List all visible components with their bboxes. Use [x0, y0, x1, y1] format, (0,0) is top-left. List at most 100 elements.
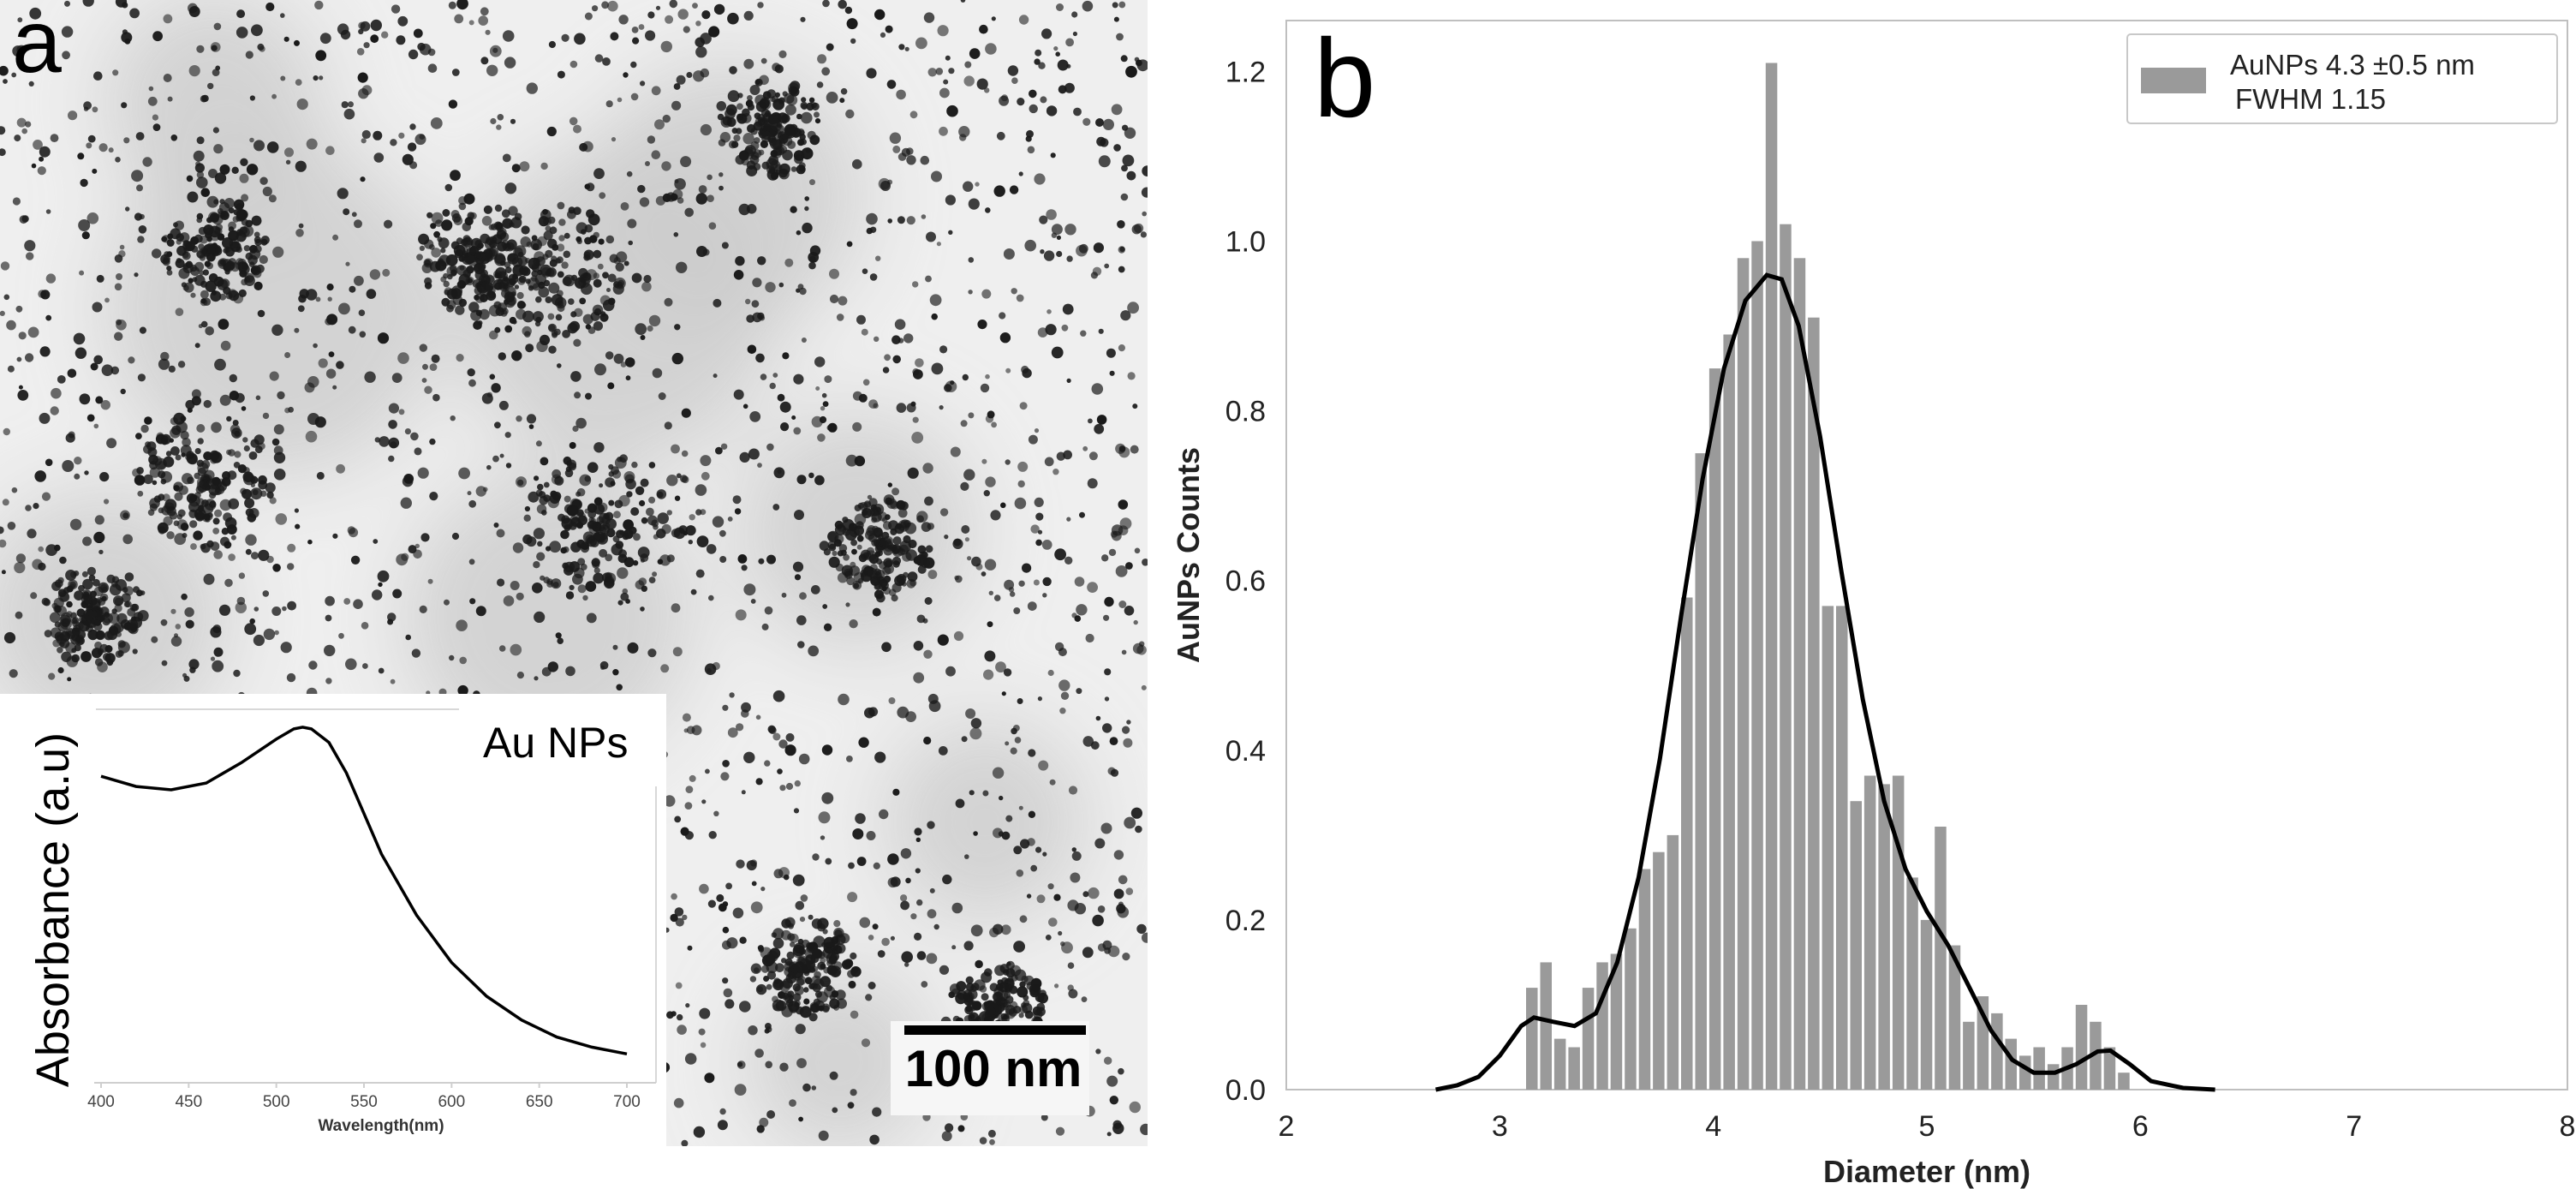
tem-particle [593, 308, 602, 316]
tem-particle [592, 5, 599, 12]
tem-particle [266, 141, 279, 153]
tem-particle [664, 421, 672, 430]
tem-particle [1102, 118, 1114, 130]
tem-particle [1134, 547, 1141, 554]
inset-x-tick-label: 600 [438, 1093, 465, 1111]
tem-particle [817, 433, 826, 442]
tem-particle [68, 111, 78, 121]
tem-particle [961, 525, 970, 534]
tem-particle [680, 156, 692, 168]
tem-particle [510, 581, 520, 590]
histogram-bar [2075, 1005, 2088, 1090]
tem-particle [200, 298, 206, 304]
tem-particle [1066, 378, 1071, 383]
tem-particle [962, 373, 969, 381]
tem-particle [666, 554, 675, 563]
tem-particle [1039, 215, 1048, 224]
tem-particle [639, 197, 650, 207]
tem-particle [1005, 995, 1014, 1004]
tem-particle [1034, 428, 1040, 433]
tem-particle [166, 251, 173, 258]
tem-particle [28, 81, 34, 87]
tem-particle [1031, 983, 1041, 993]
tem-particle [419, 605, 427, 614]
histogram-bar [1596, 962, 1608, 1090]
tem-particle [852, 391, 862, 401]
tem-particle [549, 541, 561, 553]
tem-particle [775, 164, 783, 172]
tem-particle [165, 451, 172, 457]
tem-particle [980, 383, 990, 393]
tem-particle [149, 467, 161, 478]
tem-particle [65, 433, 75, 443]
tem-particle [886, 80, 897, 89]
tem-particle [388, 455, 395, 463]
tem-particle [856, 535, 864, 542]
tem-particle [1018, 15, 1029, 25]
tem-particle [244, 623, 257, 636]
x-tick-label: 7 [2346, 1110, 2362, 1143]
tem-particle [381, 31, 389, 39]
tem-particle [773, 467, 785, 479]
tem-particle [253, 140, 265, 152]
tem-particle [507, 253, 516, 262]
histogram-bar [1793, 258, 1806, 1090]
tem-particle [988, 590, 994, 595]
tem-particle [626, 491, 633, 498]
tem-particle [369, 269, 381, 280]
tem-particle [360, 176, 366, 182]
tem-particle [648, 496, 656, 504]
inset-x-tick-label: 500 [263, 1093, 290, 1111]
tem-particle [497, 114, 504, 121]
tem-particle [839, 933, 850, 944]
tem-particle [808, 914, 814, 920]
tem-particle [950, 446, 961, 457]
tem-particle [1034, 497, 1044, 508]
tem-particle [609, 254, 618, 263]
tem-particle [411, 648, 421, 658]
tem-particle [437, 236, 443, 242]
tem-particle [647, 135, 656, 144]
tem-particle [984, 650, 996, 662]
tem-particle [1048, 917, 1058, 927]
tem-particle [808, 261, 816, 270]
tem-particle [400, 497, 412, 509]
tem-particle [838, 693, 850, 706]
tem-particle [1113, 16, 1119, 22]
tem-particle [230, 535, 236, 541]
tem-particle [764, 760, 771, 767]
tem-particle [664, 297, 673, 307]
tem-particle [366, 289, 377, 299]
tem-particle [182, 672, 188, 678]
tem-particle [113, 595, 124, 606]
tem-particle [257, 43, 265, 51]
tem-particle [1071, 851, 1082, 861]
tem-particle [75, 634, 85, 643]
tem-particle [982, 790, 989, 797]
tem-particle [1034, 58, 1041, 65]
tem-particle [1028, 434, 1038, 445]
tem-particle [174, 492, 183, 501]
tem-particle [531, 270, 539, 278]
tem-particle [955, 798, 965, 809]
tem-particle [229, 373, 237, 383]
histogram-bar [1540, 962, 1552, 1090]
tem-particle [963, 469, 975, 481]
tem-particle [1003, 248, 1015, 260]
tem-particle [1140, 231, 1147, 238]
tem-particle [540, 575, 546, 581]
tem-particle [754, 1049, 764, 1058]
tem-particle [948, 68, 955, 75]
tem-particle [772, 999, 784, 1012]
x-tick-label: 5 [1919, 1110, 1935, 1143]
tem-particle [772, 128, 782, 139]
tem-particle [554, 475, 564, 486]
tem-particle [594, 363, 606, 376]
tem-particle [521, 225, 530, 235]
tem-particle [16, 117, 27, 128]
tem-particle [869, 573, 881, 584]
tem-particle [208, 169, 218, 178]
tem-particle [70, 571, 77, 578]
tem-particle [135, 433, 142, 439]
tem-particle [1106, 1132, 1112, 1137]
